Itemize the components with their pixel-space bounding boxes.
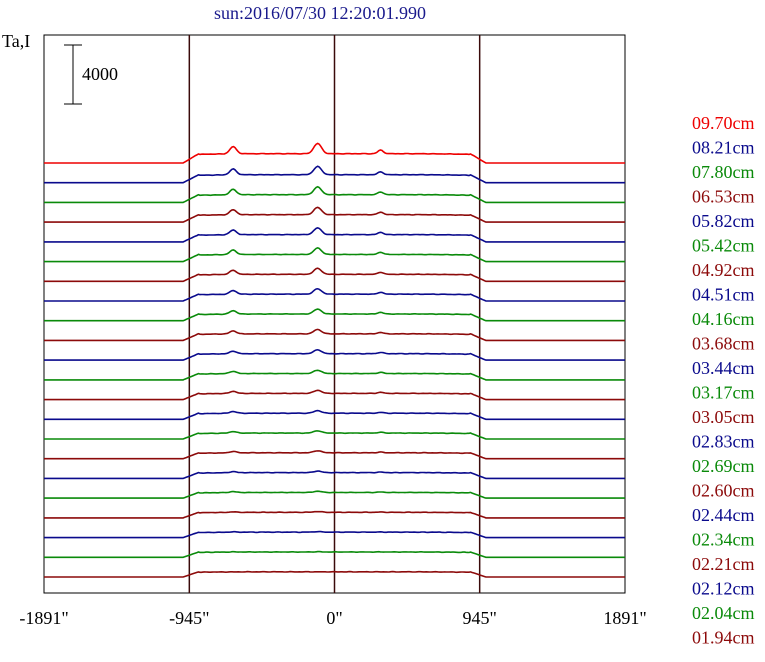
- scale-bar-label: 4000: [82, 64, 118, 84]
- series-line-03.17cm: [44, 369, 625, 381]
- legend-entry-01.94cm: 01.94cm: [692, 628, 755, 648]
- x-tick-label-4: 1891": [603, 608, 646, 628]
- series-line-03.44cm: [44, 348, 625, 361]
- series-line-02.34cm: [44, 490, 625, 499]
- legend-entry-05.42cm: 05.42cm: [692, 236, 755, 256]
- series-line-05.82cm: [44, 227, 625, 243]
- legend-entry-04.51cm: 04.51cm: [692, 285, 755, 305]
- y-axis-label: Ta,I: [2, 31, 30, 51]
- series-line-02.60cm: [44, 450, 625, 460]
- legend-entry-02.60cm: 02.60cm: [692, 481, 755, 501]
- legend-entry-05.82cm: 05.82cm: [692, 211, 755, 231]
- legend-entry-09.70cm: 09.70cm: [692, 113, 755, 133]
- series-line-09.70cm: [44, 142, 625, 164]
- legend-entry-02.21cm: 02.21cm: [692, 554, 755, 574]
- series-line-03.68cm: [44, 328, 625, 342]
- legend-entry-02.34cm: 02.34cm: [692, 530, 755, 550]
- legend-entry-08.21cm: 08.21cm: [692, 138, 755, 158]
- chart-title: sun:2016/07/30 12:20:01.990: [214, 3, 426, 23]
- legend: 09.70cm 08.21cm 07.80cm 06.53cm 05.82cm 05.42…: [692, 113, 755, 648]
- legend-entry-06.53cm: 06.53cm: [692, 187, 755, 207]
- series-line-04.51cm: [44, 287, 625, 302]
- series-line-04.92cm: [44, 267, 625, 283]
- legend-entry-03.05cm: 03.05cm: [692, 407, 755, 427]
- legend-entry-02.83cm: 02.83cm: [692, 432, 755, 452]
- legend-entry-02.44cm: 02.44cm: [692, 505, 755, 525]
- x-tick-label-2: 0": [326, 608, 342, 628]
- legend-entry-02.69cm: 02.69cm: [692, 456, 755, 476]
- series-line-01.94cm: [44, 570, 625, 578]
- x-tick-label-1: -945": [169, 608, 209, 628]
- x-tick-label-3: 945": [462, 608, 496, 628]
- legend-entry-03.17cm: 03.17cm: [692, 383, 755, 403]
- series-line-03.05cm: [44, 389, 625, 401]
- scale-bar: 4000: [64, 44, 118, 105]
- series-line-02.21cm: [44, 510, 625, 519]
- legend-entry-04.16cm: 04.16cm: [692, 309, 755, 329]
- series-line-06.53cm: [44, 206, 625, 223]
- legend-entry-02.04cm: 02.04cm: [692, 603, 755, 623]
- legend-entry-04.92cm: 04.92cm: [692, 260, 755, 280]
- x-axis-ticks: -1891" -945" 0" 945" 1891": [19, 608, 646, 628]
- legend-entry-02.12cm: 02.12cm: [692, 579, 755, 599]
- x-tick-label-0: -1891": [19, 608, 68, 628]
- series-line-02.12cm: [44, 530, 625, 539]
- series-line-07.80cm: [44, 185, 625, 204]
- series-line-02.44cm: [44, 470, 625, 480]
- series-traces: [44, 142, 625, 578]
- legend-entry-03.44cm: 03.44cm: [692, 358, 755, 378]
- series-line-02.83cm: [44, 409, 625, 421]
- series-line-02.04cm: [44, 550, 625, 559]
- series-line-04.16cm: [44, 308, 625, 322]
- series-line-05.42cm: [44, 247, 625, 263]
- legend-entry-03.68cm: 03.68cm: [692, 334, 755, 354]
- series-line-08.21cm: [44, 165, 625, 184]
- series-line-02.69cm: [44, 430, 625, 440]
- legend-entry-07.80cm: 07.80cm: [692, 162, 755, 182]
